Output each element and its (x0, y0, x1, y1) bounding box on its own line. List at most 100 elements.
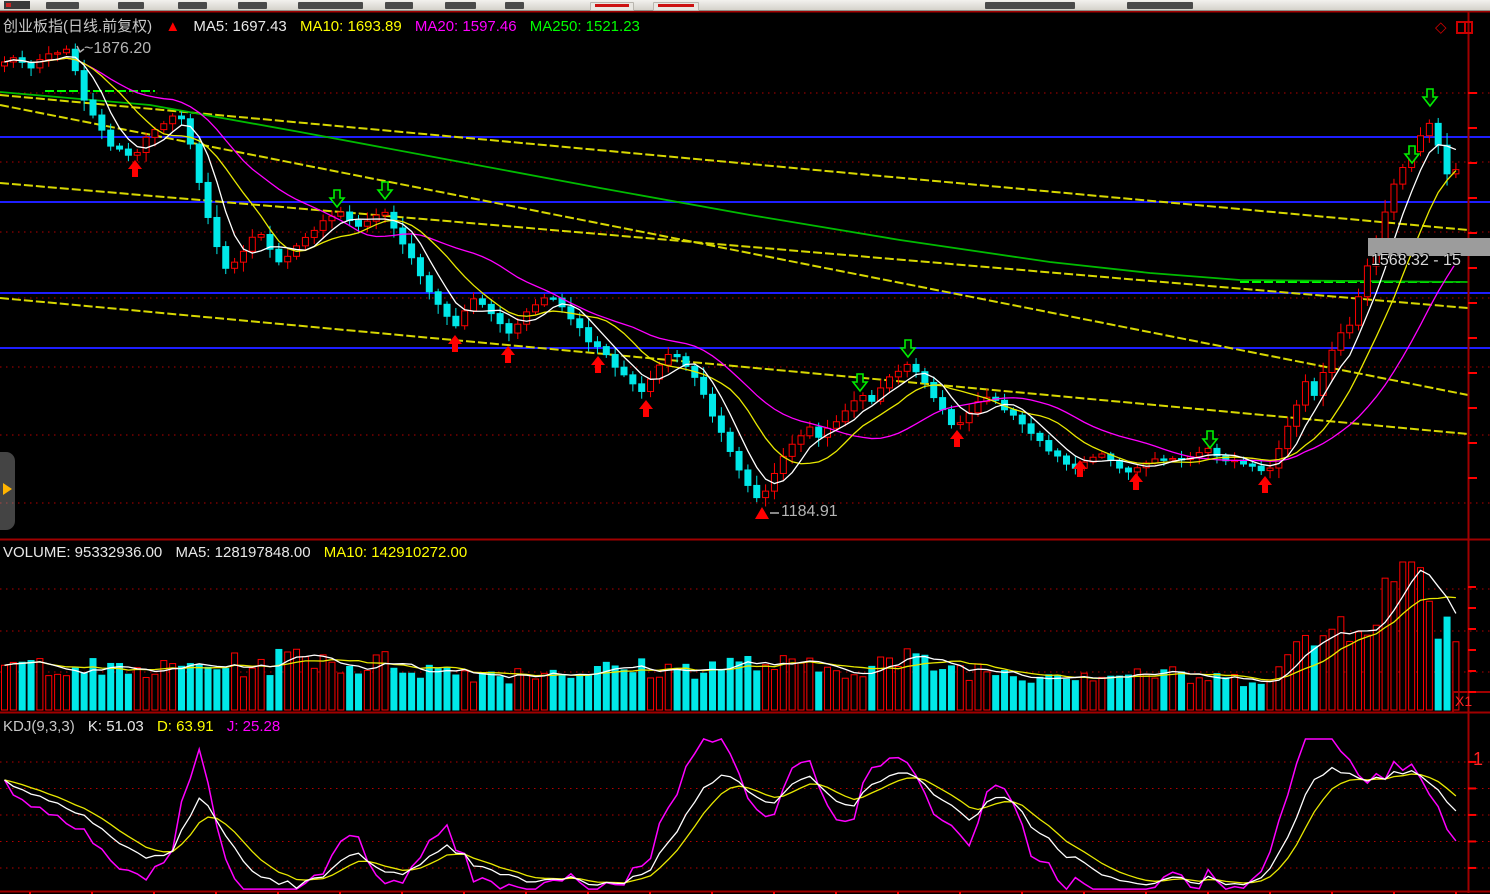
volume-bar (478, 672, 486, 711)
menu-item-fragment[interactable] (298, 2, 363, 9)
volume-bar (753, 670, 761, 711)
volume-bar (301, 656, 309, 711)
volume-bar (355, 673, 362, 711)
kdj-k-line (4, 766, 1457, 890)
volume-bar (461, 670, 469, 711)
menu-item-fragment[interactable] (46, 2, 79, 9)
menu-item-fragment[interactable] (505, 2, 524, 9)
candle (434, 291, 442, 305)
volume-bar (770, 669, 778, 711)
trend-line (0, 297, 1469, 435)
menu-item-fragment[interactable] (178, 2, 207, 9)
volume-bar (1355, 631, 1363, 711)
volume-bar (620, 669, 628, 711)
volume-bar (319, 654, 327, 711)
volume-bar (647, 677, 655, 711)
candle (461, 310, 469, 327)
ma250-line (0, 91, 1469, 283)
candle (1213, 447, 1221, 457)
app-icon[interactable] (4, 1, 30, 9)
tile-windows-icon[interactable] (1456, 21, 1473, 34)
volume-bar (744, 655, 752, 711)
menu-item-fragment-red[interactable] (653, 2, 699, 11)
ma5-value: MA5: 1697.43 (193, 18, 287, 35)
volume-bar (1425, 600, 1433, 711)
menu-item-fragment[interactable] (238, 2, 267, 9)
candle (1328, 349, 1336, 374)
menu-item-fragment[interactable] (1127, 2, 1193, 9)
volume-bar (124, 673, 132, 711)
volume-bar (1275, 666, 1283, 711)
volume-bar (257, 658, 265, 711)
candle (709, 393, 716, 417)
volume-bar (983, 671, 991, 711)
candle (399, 227, 407, 245)
volume-bar (965, 679, 973, 711)
menu-item-fragment[interactable] (445, 2, 476, 9)
candle (266, 234, 274, 250)
volume-bar (337, 672, 345, 711)
candle (585, 327, 593, 343)
candle (638, 383, 646, 392)
volume-bar (1107, 675, 1115, 711)
volume-bar (558, 674, 566, 711)
sidebar-expand-handle[interactable] (0, 452, 15, 530)
volume-bar (204, 666, 212, 711)
volume-bar (186, 663, 194, 711)
menu-item-fragment[interactable] (385, 2, 413, 9)
volume-bar (390, 667, 398, 711)
candle (195, 143, 203, 183)
candle (912, 363, 920, 373)
volume-bar (1036, 676, 1044, 711)
kdj-d-line (4, 773, 1457, 884)
volume-bar (266, 675, 274, 711)
candle (1310, 381, 1318, 396)
volume-bar (1195, 677, 1203, 711)
diamond-icon[interactable]: ◇ (1435, 19, 1447, 36)
menu-item-fragment[interactable] (985, 2, 1075, 9)
trend-line (0, 182, 1469, 309)
candle (735, 450, 743, 471)
volume-bar (372, 654, 380, 711)
volume-bar (1142, 673, 1150, 711)
volume-bar (1408, 561, 1416, 711)
volume-bar (1452, 641, 1460, 711)
volume-bar (1346, 640, 1354, 711)
kdj-axis-label-fragment: 1 (1473, 749, 1484, 769)
volume-bar (514, 668, 522, 711)
volume-bar (886, 657, 893, 711)
volume-bar (877, 656, 885, 711)
candle (1355, 296, 1363, 326)
volume-bar (27, 660, 35, 711)
volume-bar (762, 664, 770, 711)
volume-bar (806, 657, 814, 711)
buy-signal-arrow-icon (639, 400, 653, 417)
volume-bar (71, 667, 79, 711)
candle (62, 48, 70, 54)
volume-bar (1089, 680, 1097, 711)
menu-item-fragment[interactable] (118, 2, 144, 9)
candle (133, 151, 141, 156)
volume-bar (18, 661, 26, 711)
sell-signal-arrow-icon (1421, 88, 1439, 108)
volume-bar (1133, 668, 1141, 711)
volume-bar (1372, 624, 1380, 711)
volume-bar (797, 662, 805, 711)
volume-bar (1443, 616, 1451, 711)
candle (815, 426, 823, 438)
volume-bar (700, 672, 708, 711)
volume-bar (992, 675, 1000, 711)
menu-item-fragment-red[interactable] (590, 2, 634, 11)
volume-bar (1045, 674, 1053, 711)
sell-signal-arrow-icon (328, 189, 346, 209)
candle (452, 315, 460, 327)
candle (1425, 122, 1433, 137)
candle (257, 234, 265, 238)
buy-signal-arrow-icon (501, 346, 515, 363)
candle (1018, 414, 1026, 425)
candle (169, 115, 177, 125)
candle (248, 236, 256, 252)
up-arrow-icon: ▲ (165, 18, 181, 35)
buy-signal-arrow-icon (1073, 460, 1087, 477)
